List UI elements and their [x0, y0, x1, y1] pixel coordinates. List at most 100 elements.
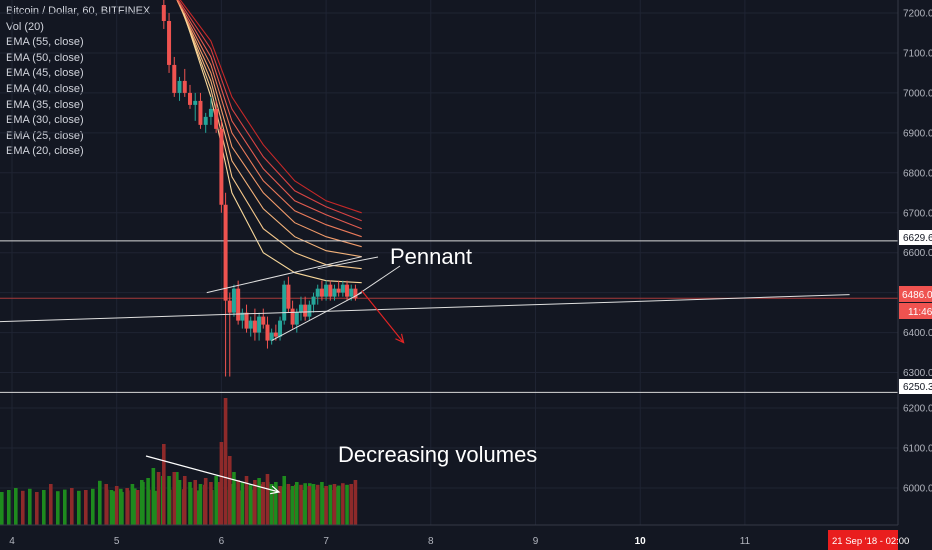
volume-bar [35, 492, 39, 525]
candle-body [273, 332, 278, 337]
volume-bar [109, 490, 114, 525]
candle-body [349, 288, 354, 297]
volume-bar [324, 486, 328, 525]
candle-body [223, 204, 228, 301]
volume-bar [63, 489, 67, 525]
volume-bar [141, 482, 145, 525]
ema-line-20 [183, 12, 362, 284]
volume-bar [307, 486, 312, 525]
volume-arrow-head [270, 485, 281, 495]
volume-bar [232, 472, 236, 525]
pennant-annotation: Pennant [390, 244, 472, 269]
time-tick-label: 11 [740, 536, 751, 547]
legend-vol: Vol (20) [6, 20, 44, 33]
volume-bar [77, 490, 81, 525]
pennant-upper-line [206, 256, 362, 294]
price-tick-label: 7100.0 [903, 48, 932, 59]
price-axis-bg [898, 0, 932, 550]
time-tick-label: 9 [533, 536, 539, 547]
volume-tick-label: 6100.0 [903, 444, 932, 455]
level-lower-label: 6250.3 [903, 382, 932, 393]
volume-bar [21, 490, 25, 525]
ema-line-25 [181, 8, 362, 270]
time-tick-label: 4 [9, 536, 15, 547]
price-label: 6486.0 [902, 290, 932, 301]
volume-bar [56, 491, 60, 525]
candle-body [261, 316, 266, 325]
volume-bar [196, 490, 200, 525]
volume-bar [91, 488, 95, 525]
level-upper-label: 6629.6 [903, 233, 932, 244]
time-tick-label: 6 [219, 536, 225, 547]
candle-body [286, 284, 291, 309]
breakdown-arrow [361, 290, 405, 343]
trendlines [0, 256, 850, 495]
ema-ribbon [176, 0, 362, 284]
ema-line-50 [177, 0, 362, 222]
volume-bar [227, 456, 232, 525]
candle-body [231, 288, 236, 313]
volume-bar [42, 490, 46, 525]
volume-bar [301, 490, 305, 525]
pennant-connector [317, 256, 379, 270]
volume-bar [349, 484, 354, 525]
volume-bar [265, 474, 270, 525]
volume-bar [286, 484, 291, 525]
volume-bar [223, 398, 228, 525]
volume-bar [274, 482, 278, 525]
date-label: 21 Sep '18 - 02:00 [832, 536, 909, 547]
volume-bar [133, 488, 137, 525]
volume-bar [248, 484, 253, 525]
volume-bar [209, 482, 213, 525]
volume-bar [114, 486, 119, 525]
breakdown-arrow-head [395, 333, 405, 344]
volume-bar [167, 476, 171, 525]
price-badge: 6486.0 11:46 [899, 286, 932, 319]
volume-bar [70, 488, 74, 525]
candle-body [219, 128, 224, 205]
price-tick-label: 7200.0 [903, 9, 932, 20]
volume-bar [320, 482, 324, 525]
candle-body [282, 284, 287, 321]
volume-bar [49, 484, 53, 525]
volume-bar [203, 478, 208, 525]
volume-bar [294, 482, 299, 525]
volume-bar [125, 488, 129, 525]
ema-line-40 [176, 0, 362, 238]
volume-bar [278, 486, 282, 525]
volume-annotation: Decreasing volumes [338, 442, 537, 467]
candle-body [193, 100, 198, 105]
ema-line-45 [176, 0, 362, 230]
volume-bar [28, 488, 32, 525]
level-upper-badge: 6629.6 [899, 230, 932, 245]
time-axis: 4 5 6 7 8 9 10 11 [0, 524, 898, 547]
date-badge: 21 Sep '18 - 02:00 [828, 530, 909, 550]
volume-bars [0, 398, 358, 525]
volume-bar [146, 478, 150, 525]
volume-arrow [145, 455, 280, 493]
candle-body [187, 92, 192, 105]
legend-title: Bitcoin / Dollar, 60, BITFINEX [6, 5, 151, 17]
candlesticks [161, 0, 358, 377]
volume-bar [336, 485, 341, 525]
candle-body [252, 320, 257, 333]
candle-body [227, 300, 232, 313]
volume-bar [240, 482, 245, 525]
ema-line-30 [178, 4, 362, 258]
volume-bar [214, 476, 218, 525]
candle-body [236, 288, 241, 321]
volume-bar [172, 472, 177, 525]
candle-body [248, 320, 253, 329]
candle-body [198, 100, 203, 125]
volume-tick-label: 6000.0 [903, 484, 932, 495]
legend-ema-50: EMA (50, close) [6, 51, 84, 64]
volume-bar [303, 483, 307, 525]
legend-ema-35: EMA (35, close) [6, 98, 84, 111]
volume-bar [193, 480, 198, 525]
volume-bar [156, 472, 161, 525]
volume-bar [257, 478, 261, 525]
candle-body [172, 64, 177, 93]
volume-bar [154, 490, 158, 525]
volume-bar [261, 482, 266, 525]
